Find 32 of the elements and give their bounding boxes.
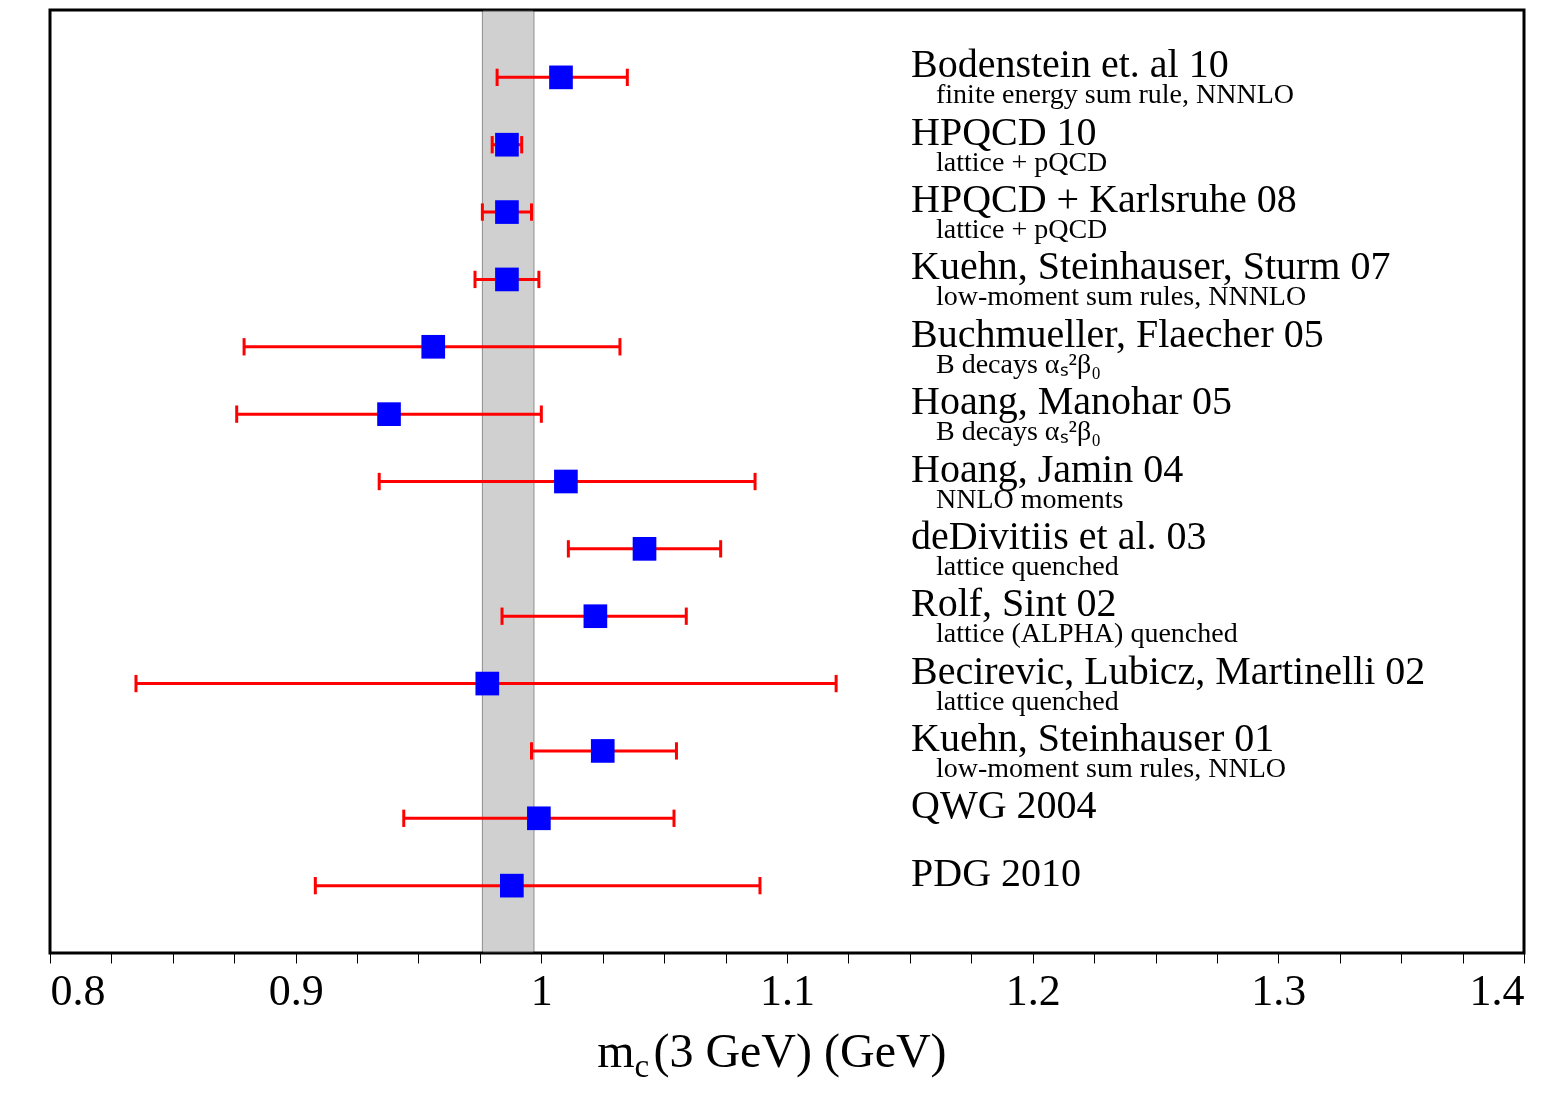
x-tick-label: 1.2: [1005, 965, 1061, 1015]
category-label: Kuehn, Steinhauser, Sturm 07 low-moment sum rules, NNNLO: [911, 243, 1391, 312]
x-tick-label: 1.1: [760, 965, 815, 1015]
point: [590, 739, 615, 763]
point: [527, 806, 551, 831]
x-tick-label: 1.4: [1469, 965, 1525, 1015]
x-tick-label: 1: [530, 965, 553, 1015]
point: [475, 671, 500, 696]
category-label: Hoang, Manohar 05 B decays αₛ²β₀: [911, 378, 1233, 447]
category-label: Hoang, Jamin 04 NNLO moments: [911, 445, 1184, 514]
x-tick-label: 0.8: [50, 965, 106, 1015]
category-label: HPQCD + Karlsruhe 08 lattice + pQCD: [911, 176, 1297, 245]
point: [421, 334, 446, 359]
category-label: Buchmueller, Flaecher 05 B decays αₛ²β₀: [911, 310, 1324, 379]
x-tick-label: 1.3: [1251, 965, 1307, 1015]
category-label: HPQCD 10 lattice + pQCD: [911, 108, 1108, 177]
category-label: Rolf, Sint 02 lattice (ALPHA) quenched: [911, 580, 1238, 649]
y-tick-label: QWG 2004: [911, 782, 1097, 828]
category-label: deDivitiis et al. 03 lattice quenched: [911, 512, 1207, 581]
point: [377, 402, 401, 426]
category-label: Becirevic, Lubicz, Martinelli 02 lattice quenched: [911, 647, 1426, 716]
y-tick-label: PDG 2010: [911, 849, 1082, 895]
point: [500, 873, 524, 898]
category-label: Bodenstein et. al 10 finite energy sum rule, NNNLO: [911, 41, 1294, 110]
point: [495, 200, 519, 224]
point: [549, 65, 573, 90]
point: [554, 469, 578, 494]
point: [495, 132, 519, 157]
x-tick-label: 0.9: [268, 965, 324, 1015]
point: [632, 537, 657, 561]
point: [495, 267, 519, 292]
point: [583, 604, 608, 629]
